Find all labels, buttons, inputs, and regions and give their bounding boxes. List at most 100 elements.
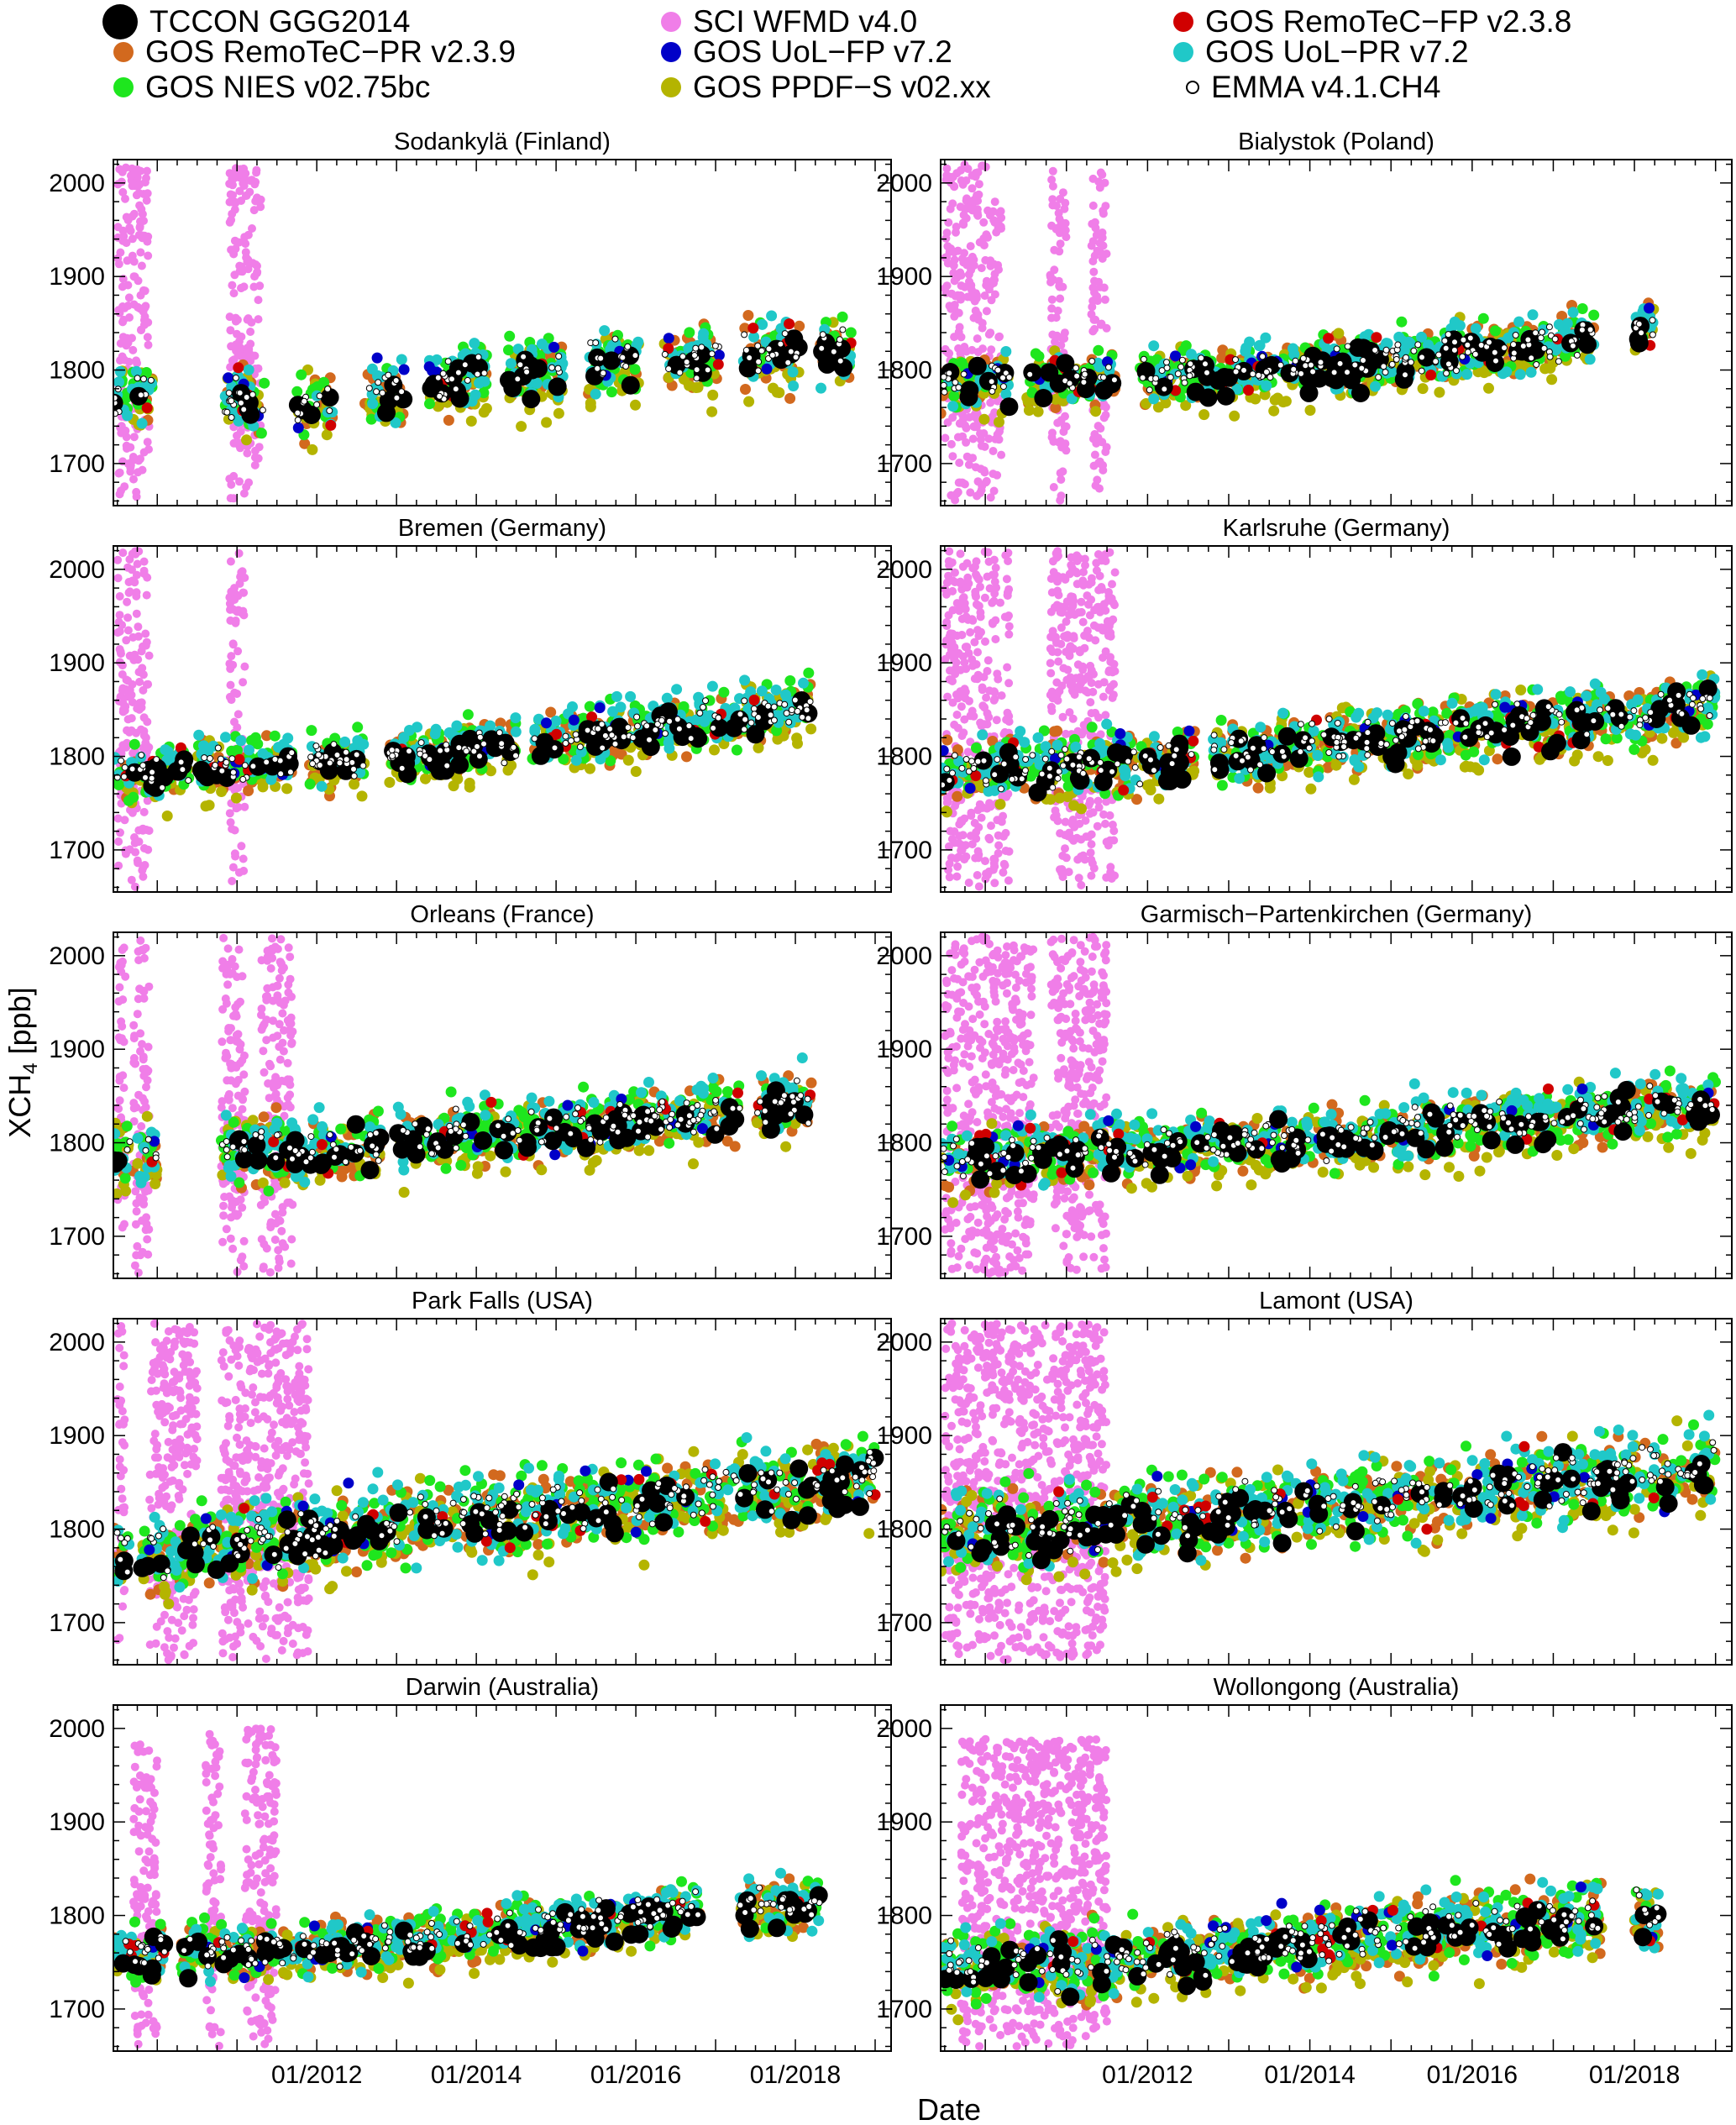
gos-uol-pr-point [114, 365, 126, 377]
gos-uol-pr-point [198, 740, 209, 752]
sci-wfmd-point [230, 688, 239, 697]
emma-point [941, 373, 947, 380]
sci-wfmd-point [134, 622, 143, 632]
gos-ppdf-s-point [321, 429, 333, 441]
sci-wfmd-point [967, 808, 976, 817]
emma-point [652, 727, 659, 733]
emma-point [1181, 379, 1188, 386]
sci-wfmd-point [950, 720, 959, 729]
gos-uol-fp-point [223, 372, 234, 384]
gos-uol-pr-point [770, 685, 782, 695]
emma-point [1351, 361, 1359, 369]
gos-uol-pr-point [122, 410, 134, 422]
sci-wfmd-point [118, 457, 128, 466]
gos-ppdf-s-point [553, 407, 564, 419]
gos-ppdf-s-point [1023, 405, 1035, 416]
emma-point [1178, 356, 1186, 364]
sci-wfmd-point [942, 164, 952, 173]
emma-point [1403, 354, 1409, 361]
emma-point [770, 716, 778, 724]
emma-point [309, 760, 317, 768]
gos-ppdf-s-point [805, 723, 817, 735]
sci-wfmd-point [116, 828, 124, 837]
sci-wfmd-point [968, 434, 978, 443]
sci-wfmd-point [118, 699, 128, 707]
legend-label: EMMA v4.1.CH4 [1211, 70, 1441, 104]
sci-wfmd-point [1047, 176, 1057, 184]
gos-nies-point [584, 700, 595, 712]
emma-point [700, 704, 706, 711]
gos-uol-pr-point [451, 720, 463, 732]
gos-uol-pr-point [706, 680, 718, 692]
emma-point [742, 716, 749, 723]
tccon-point [602, 351, 621, 370]
emma-point [783, 710, 790, 717]
gos-nies-point [1033, 350, 1045, 362]
emma-point [592, 339, 600, 347]
sci-wfmd-point [143, 438, 152, 447]
sci-wfmd-point [243, 257, 252, 266]
gos-uol-pr-point [282, 732, 294, 744]
gos-uol-pr-point [788, 380, 800, 391]
sci-wfmd-point [137, 205, 146, 213]
sci-wfmd-point [1057, 341, 1066, 349]
emma-point [819, 331, 826, 338]
y-tick-label: 1700 [49, 837, 105, 864]
gos-remotec-pr-point [261, 730, 272, 742]
emma-point [1382, 369, 1389, 376]
tccon-point [450, 389, 469, 408]
sci-wfmd-point [944, 218, 953, 227]
sci-wfmd-point [977, 441, 986, 450]
gos-ppdf-s-point [1229, 410, 1240, 422]
sci-wfmd-point [237, 842, 246, 851]
sci-wfmd-point [239, 854, 248, 863]
emma-point [665, 365, 673, 373]
emma-point [1555, 358, 1562, 365]
sci-wfmd-point [994, 333, 1004, 342]
emma-point [692, 344, 700, 352]
gos-ppdf-s-point [1546, 374, 1558, 386]
emma-point [1073, 372, 1081, 380]
emma-point [693, 366, 700, 374]
sci-wfmd-point [134, 655, 143, 664]
gos-remotec-pr-point [739, 323, 751, 334]
tccon-point [249, 757, 268, 776]
emma-point [1375, 374, 1382, 381]
sci-wfmd-point [143, 237, 152, 246]
sci-wfmd-point [989, 260, 999, 269]
sci-wfmd-point [966, 737, 975, 747]
gos-nies-point [956, 357, 968, 369]
sci-wfmd-point [1099, 283, 1109, 292]
sci-wfmd-point [966, 627, 975, 637]
sci-wfmd-point [141, 739, 150, 748]
y-tick-label: 1900 [49, 649, 105, 677]
tccon-point [585, 737, 605, 756]
sci-wfmd-point [252, 168, 261, 177]
legend-item-gos-nies: GOS NIES v02.75bc [113, 69, 430, 106]
sci-wfmd-point [971, 169, 980, 177]
emma-point [1519, 343, 1527, 349]
gos-ppdf-s-point [502, 764, 514, 776]
gos-uol-pr-point [742, 703, 754, 715]
legend-item-gos-remotec-fp: GOS RemoTeC−FP v2.3.8 [1173, 3, 1571, 40]
emma-point [767, 711, 774, 719]
sci-wfmd-point [997, 691, 1006, 700]
sci-wfmd-point [967, 281, 976, 290]
sci-wfmd-point [1057, 475, 1066, 484]
emma-point [1532, 329, 1539, 337]
tccon-point [1299, 383, 1319, 402]
emma-point [994, 366, 1002, 374]
emma-point [307, 753, 315, 761]
emma-point [118, 757, 125, 764]
sci-wfmd-point [954, 838, 963, 847]
sci-wfmd-point [1052, 224, 1061, 233]
sci-wfmd-point [123, 338, 133, 348]
gos-uol-pr-point [233, 415, 244, 427]
panel-title: Bialystok (Poland) [1238, 129, 1434, 155]
gos-ppdf-s-point [753, 742, 764, 753]
sci-wfmd-point [950, 333, 959, 342]
sci-wfmd-point [128, 808, 137, 817]
gos-uol-pr-point [479, 375, 490, 387]
sci-wfmd-point [128, 181, 137, 191]
sci-wfmd-point [952, 228, 960, 237]
